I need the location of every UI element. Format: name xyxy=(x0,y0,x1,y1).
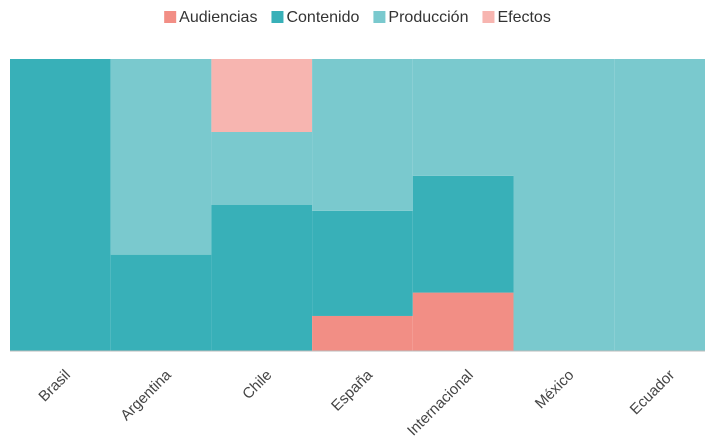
bar-segment xyxy=(10,59,111,351)
x-tick-label: Internacional xyxy=(404,367,477,440)
legend-swatch xyxy=(271,11,284,23)
legend-swatch xyxy=(373,11,386,23)
legend-swatch xyxy=(164,11,177,23)
legend-label: Audiencias xyxy=(179,9,257,26)
x-tick-label: México xyxy=(532,367,578,413)
bar-segment xyxy=(412,59,514,176)
bar-segment xyxy=(211,132,313,205)
bar-segment xyxy=(412,292,514,351)
bar-segment xyxy=(110,59,212,255)
x-tick-label: Chile xyxy=(239,367,275,403)
bar-segment xyxy=(614,59,705,351)
legend-label: Producción xyxy=(388,9,468,26)
bar-segment xyxy=(211,59,313,132)
x-tick-label: España xyxy=(328,366,376,414)
bar-segment xyxy=(312,210,413,316)
legend-label: Efectos xyxy=(497,9,550,26)
legend-label: Contenido xyxy=(286,9,359,26)
bar-segment xyxy=(110,254,212,351)
legend: Audiencias Contenido Producción Efectos xyxy=(164,9,551,26)
bar-segment xyxy=(412,175,514,293)
bar-segment xyxy=(211,205,313,351)
legend-swatch xyxy=(482,11,495,23)
bar-segment xyxy=(513,59,615,351)
x-tick-label: Ecuador xyxy=(627,367,679,419)
x-tick-label: Argentina xyxy=(117,366,175,424)
x-tick-label: Brasil xyxy=(35,367,74,406)
bar-segment xyxy=(312,315,413,351)
bar-segment xyxy=(312,59,413,211)
